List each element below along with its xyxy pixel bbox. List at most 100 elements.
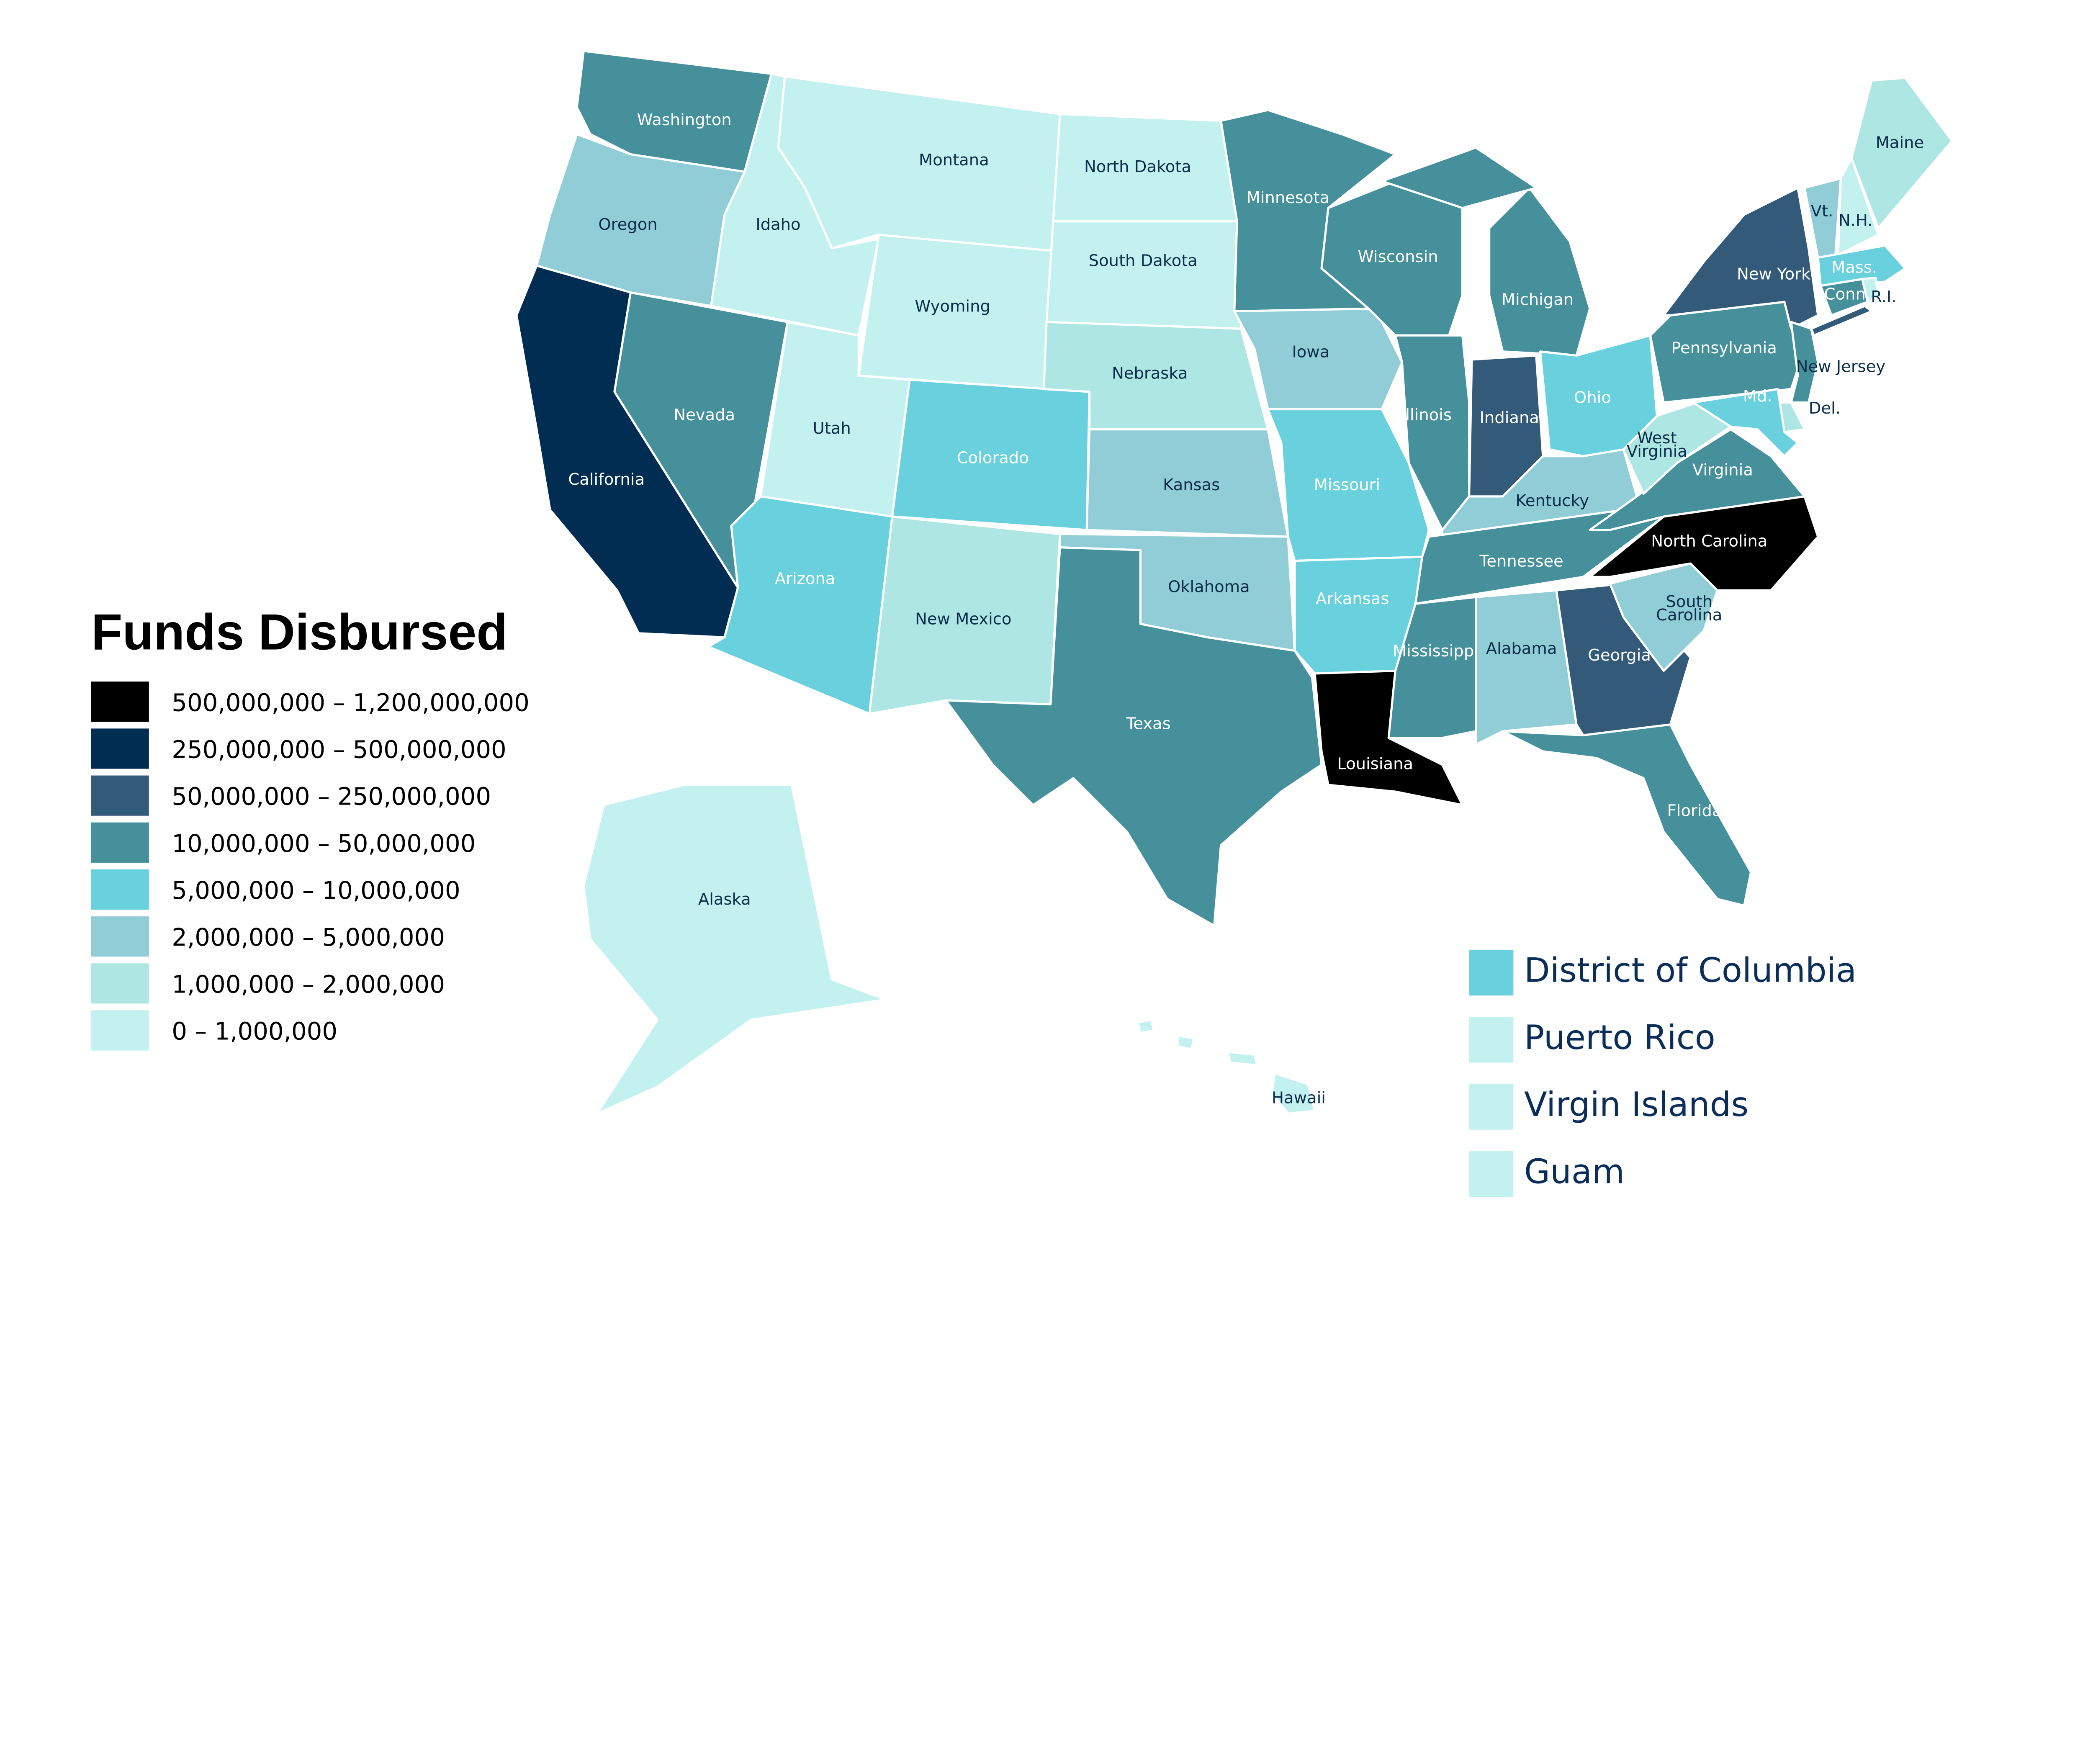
state-n-h [1837,157,1880,256]
legend-swatch [91,869,149,910]
legend-label: 5,000,000 – 10,000,000 [172,876,460,905]
legend-swatch [91,1010,149,1051]
state-label: Kentucky [1516,491,1589,510]
territory-label: District of Columbia [1524,951,1856,990]
state-shape [1136,1018,1155,1034]
legend-item: 50,000,000 – 250,000,000 [91,775,491,816]
territory-item: Virgin Islands [1469,1084,1748,1130]
state-south-dakota [1045,220,1242,330]
legend-label: 250,000,000 – 500,000,000 [172,735,507,764]
state-arizona [707,495,893,715]
state-label: Arizona [775,569,835,588]
state-label: Georgia [1588,646,1651,665]
state-label: R.I. [1871,288,1896,306]
state-label: Montana [919,151,989,170]
state-new-jersey [1790,321,1819,404]
state-shape [945,546,1323,927]
state-mass [1817,244,1906,287]
legend-label: 1,000,000 – 2,000,000 [172,970,445,998]
territory-swatch [1469,950,1514,996]
state-label: Colorado [957,449,1029,468]
legend-swatch [91,916,149,957]
state-shape [1502,723,1752,907]
state-label: Illinois [1401,406,1452,424]
state-michigan [1381,146,1591,357]
state-shape [1270,1072,1316,1115]
legend-item: 0 – 1,000,000 [91,1010,337,1051]
state-label: Kansas [1163,476,1220,494]
state-label: Washington [637,111,732,129]
state-label: Hawaii [1272,1088,1326,1107]
state-label: North Dakota [1084,157,1191,176]
state-label: Del. [1809,399,1841,418]
territory-label: Virgin Islands [1524,1085,1748,1124]
state-r-i [1861,276,1880,303]
state-label: New York [1737,265,1811,284]
state-hawaii [1136,1018,1316,1115]
state-label: West Virginia [1627,429,1687,461]
state-label: Tennessee [1479,552,1563,571]
state-label: Michigan [1502,290,1574,309]
state-label: Nebraska [1112,364,1188,383]
state-shape [1045,220,1242,330]
legend-label: 50,000,000 – 250,000,000 [172,782,491,811]
legend-item: 500,000,000 – 1,200,000,000 [91,681,530,722]
territory-item: Guam [1469,1151,1625,1197]
state-shape [1381,146,1538,209]
state-label: Missouri [1314,476,1380,494]
state-label: Louisiana [1337,754,1413,773]
legend-item: 5,000,000 – 10,000,000 [91,869,460,910]
legend-item: 1,000,000 – 2,000,000 [91,963,445,1004]
state-label: Indiana [1480,408,1539,427]
state-shape [1861,276,1880,303]
legend-swatch [91,775,149,816]
state-label: North Carolina [1651,532,1767,550]
state-label: Iowa [1292,342,1329,361]
territories-legend: District of Columbia Puerto Rico Virgin Is… [1469,950,1856,1197]
territory-swatch [1469,1017,1514,1063]
state-shape [1177,1034,1196,1050]
legend-swatch [91,963,149,1004]
legend-title: Funds Disbursed [91,603,508,660]
state-shape [1850,77,1954,229]
territory-item: District of Columbia [1469,950,1856,996]
state-shape [707,495,893,715]
state-label: South Dakota [1089,251,1198,270]
state-label: Ohio [1574,388,1611,407]
state-shape [1837,157,1880,256]
state-texas [945,546,1323,927]
state-label: Mass. [1831,258,1877,277]
state-label: Virginia [1692,460,1753,479]
territory-label: Guam [1524,1152,1625,1191]
legend-rows: 500,000,000 – 1,200,000,000 250,000,000 –… [91,681,530,1051]
state-label: Vt. [1811,202,1833,221]
state-shape [1226,1051,1258,1067]
territory-swatch [1469,1151,1514,1197]
state-shape [1488,187,1591,357]
state-alabama [1475,589,1578,746]
state-labels: Washington Oregon California Idaho Nevada Mon… [568,111,1924,1108]
state-label: Oklahoma [1168,577,1250,596]
state-label: New Mexico [915,609,1011,628]
state-label: Idaho [756,215,800,234]
legend: Funds Disbursed 500,000,000 – 1,200,000,… [91,603,530,1051]
territory-label: Puerto Rico [1524,1018,1715,1057]
state-label: Pennsylvania [1671,339,1777,357]
state-shape [1692,388,1799,458]
legend-label: 0 – 1,000,000 [172,1017,337,1046]
state-label: Texas [1126,714,1170,733]
legend-swatch [91,681,149,722]
state-md [1692,388,1799,458]
state-new-york [1662,187,1873,337]
state-label: California [568,470,645,489]
state-label: South Carolina [1656,592,1722,625]
legend-swatch [91,822,149,863]
state-label: Alabama [1486,639,1557,658]
state-label: Wisconsin [1358,247,1438,266]
state-alaska [582,784,887,1115]
state-label: Conn. [1824,285,1871,304]
state-shape [1662,187,1819,330]
legend-item: 10,000,000 – 50,000,000 [91,822,476,863]
state-label: Oregon [598,215,657,234]
state-label: Arkansas [1316,589,1389,608]
